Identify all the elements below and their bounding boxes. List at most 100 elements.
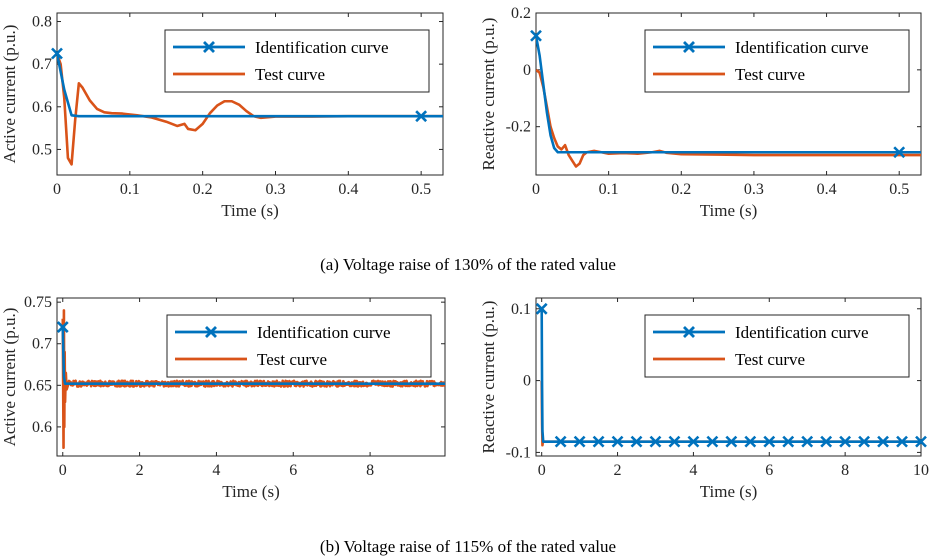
x-tick-label: 10 xyxy=(913,462,929,479)
legend-label: Test curve xyxy=(257,350,327,369)
series-marker xyxy=(915,435,927,448)
x-tick-label: 0.5 xyxy=(411,181,431,198)
x-tick-label: 0.1 xyxy=(120,181,140,198)
x-axis-label: Time (s) xyxy=(700,482,757,501)
legend-label: Test curve xyxy=(255,65,325,84)
x-tick-label: 0 xyxy=(532,181,540,198)
legend-marker xyxy=(203,41,215,53)
y-tick-label: 0.2 xyxy=(511,5,531,22)
chart-b-active: 0 2 4 6 8 0.6 0.65 0.7 0.75 Time (s) Active curren… xyxy=(0,294,446,501)
caption-a: (a) Voltage raise of 130% of the rated v… xyxy=(320,255,616,274)
series-marker xyxy=(415,110,428,123)
legend-box xyxy=(644,314,910,378)
series-marker xyxy=(649,435,662,448)
y-tick-label: 0 xyxy=(523,62,531,79)
series-marker xyxy=(706,435,719,448)
series-marker xyxy=(782,435,795,448)
legend-marker xyxy=(205,326,217,338)
y-tick-label: 0.8 xyxy=(32,14,52,31)
series-marker xyxy=(839,435,852,448)
x-tick-label: 0.4 xyxy=(817,181,837,198)
x-tick-label: 8 xyxy=(841,462,849,479)
chart-b-reactive: 0 2 4 6 8 10 -0.1 0 0.1 Time (s) Reactive current … xyxy=(479,297,929,501)
series-marker xyxy=(896,435,908,448)
y-tick-label: 0.7 xyxy=(32,56,52,73)
y-axis-label: Reactive current (p.u.) xyxy=(479,301,498,454)
x-tick-label: 2 xyxy=(614,462,622,479)
x-axis-label: Time (s) xyxy=(700,201,757,220)
y-tick-label: 0.1 xyxy=(511,301,531,318)
x-tick-label: 0.3 xyxy=(744,181,764,198)
x-tick-label: 4 xyxy=(212,462,220,479)
x-tick-label: 0.1 xyxy=(599,181,619,198)
series-marker xyxy=(56,321,69,334)
y-tick-label: 0.7 xyxy=(32,336,52,353)
series-marker xyxy=(573,435,586,448)
legend-label: Identification curve xyxy=(735,323,869,342)
x-tick-label: 0.3 xyxy=(265,181,285,198)
x-tick-label: 0.4 xyxy=(338,181,358,198)
series-marker xyxy=(858,435,871,448)
y-tick-label: 0.75 xyxy=(24,294,52,311)
series-marker xyxy=(611,435,624,448)
chart-a-reactive: 0 0.1 0.2 0.3 0.4 0.5 -0.2 0 0.2 Time (s) Reactive… xyxy=(479,5,922,220)
y-axis-label: Active current (p.u.) xyxy=(0,25,19,164)
x-tick-label: 0 xyxy=(53,181,61,198)
x-tick-label: 4 xyxy=(689,462,697,479)
x-tick-label: 0.2 xyxy=(671,181,691,198)
x-axis-label: Time (s) xyxy=(221,201,278,220)
x-tick-label: 0.2 xyxy=(193,181,213,198)
legend-label: Test curve xyxy=(735,350,805,369)
y-axis-label: Active current (p.u.) xyxy=(0,308,19,447)
series-marker xyxy=(877,435,889,448)
legend-marker xyxy=(683,41,695,53)
legend-label: Identification curve xyxy=(735,38,869,57)
x-tick-label: 6 xyxy=(289,462,297,479)
series-marker xyxy=(630,435,643,448)
x-tick-label: 0.5 xyxy=(889,181,909,198)
series-marker xyxy=(554,435,567,448)
series-marker xyxy=(763,435,776,448)
caption-b: (b) Voltage raise of 115% of the rated v… xyxy=(320,537,616,556)
series-line-test xyxy=(536,68,921,168)
y-tick-label: 0.5 xyxy=(32,141,52,158)
legend-box xyxy=(166,314,432,378)
y-tick-label: 0.6 xyxy=(32,419,52,436)
y-tick-label: 0.65 xyxy=(24,377,52,394)
series-marker xyxy=(820,435,833,448)
legend: Identification curve Test curve xyxy=(166,314,432,378)
legend-box xyxy=(644,29,910,93)
series-marker xyxy=(893,146,906,159)
y-tick-label: -0.2 xyxy=(506,119,531,136)
series-marker xyxy=(535,302,548,315)
series-line-identification xyxy=(61,327,445,385)
legend: Identification curve Test curve xyxy=(644,29,910,93)
legend: Identification curve Test curve xyxy=(644,314,910,378)
series-line-identification xyxy=(540,308,921,443)
series-marker xyxy=(687,435,700,448)
chart-a-active: 0 0.1 0.2 0.3 0.4 0.5 0.5 0.6 0.7 0.8 Time (s) Acti… xyxy=(0,12,444,220)
series-marker xyxy=(592,435,605,448)
y-tick-label: -0.1 xyxy=(506,444,531,461)
x-tick-label: 2 xyxy=(136,462,144,479)
series-line-identification xyxy=(57,53,443,118)
legend: Identification curve Test curve xyxy=(164,29,430,93)
x-tick-label: 8 xyxy=(366,462,374,479)
series-marker xyxy=(51,47,63,60)
x-tick-label: 6 xyxy=(765,462,773,479)
legend-marker xyxy=(683,326,695,338)
series-marker xyxy=(744,435,757,448)
x-tick-label: 0 xyxy=(538,462,546,479)
y-axis-label: Reactive current (p.u.) xyxy=(479,18,498,171)
legend-label: Identification curve xyxy=(257,323,391,342)
series-marker xyxy=(801,435,814,448)
series-marker xyxy=(530,29,542,42)
legend-label: Identification curve xyxy=(255,38,389,57)
series-marker xyxy=(668,435,681,448)
legend-label: Test curve xyxy=(735,65,805,84)
series-line-identification xyxy=(536,35,921,154)
y-tick-label: 0 xyxy=(523,373,531,390)
series-marker xyxy=(725,435,738,448)
legend-box xyxy=(164,29,430,93)
